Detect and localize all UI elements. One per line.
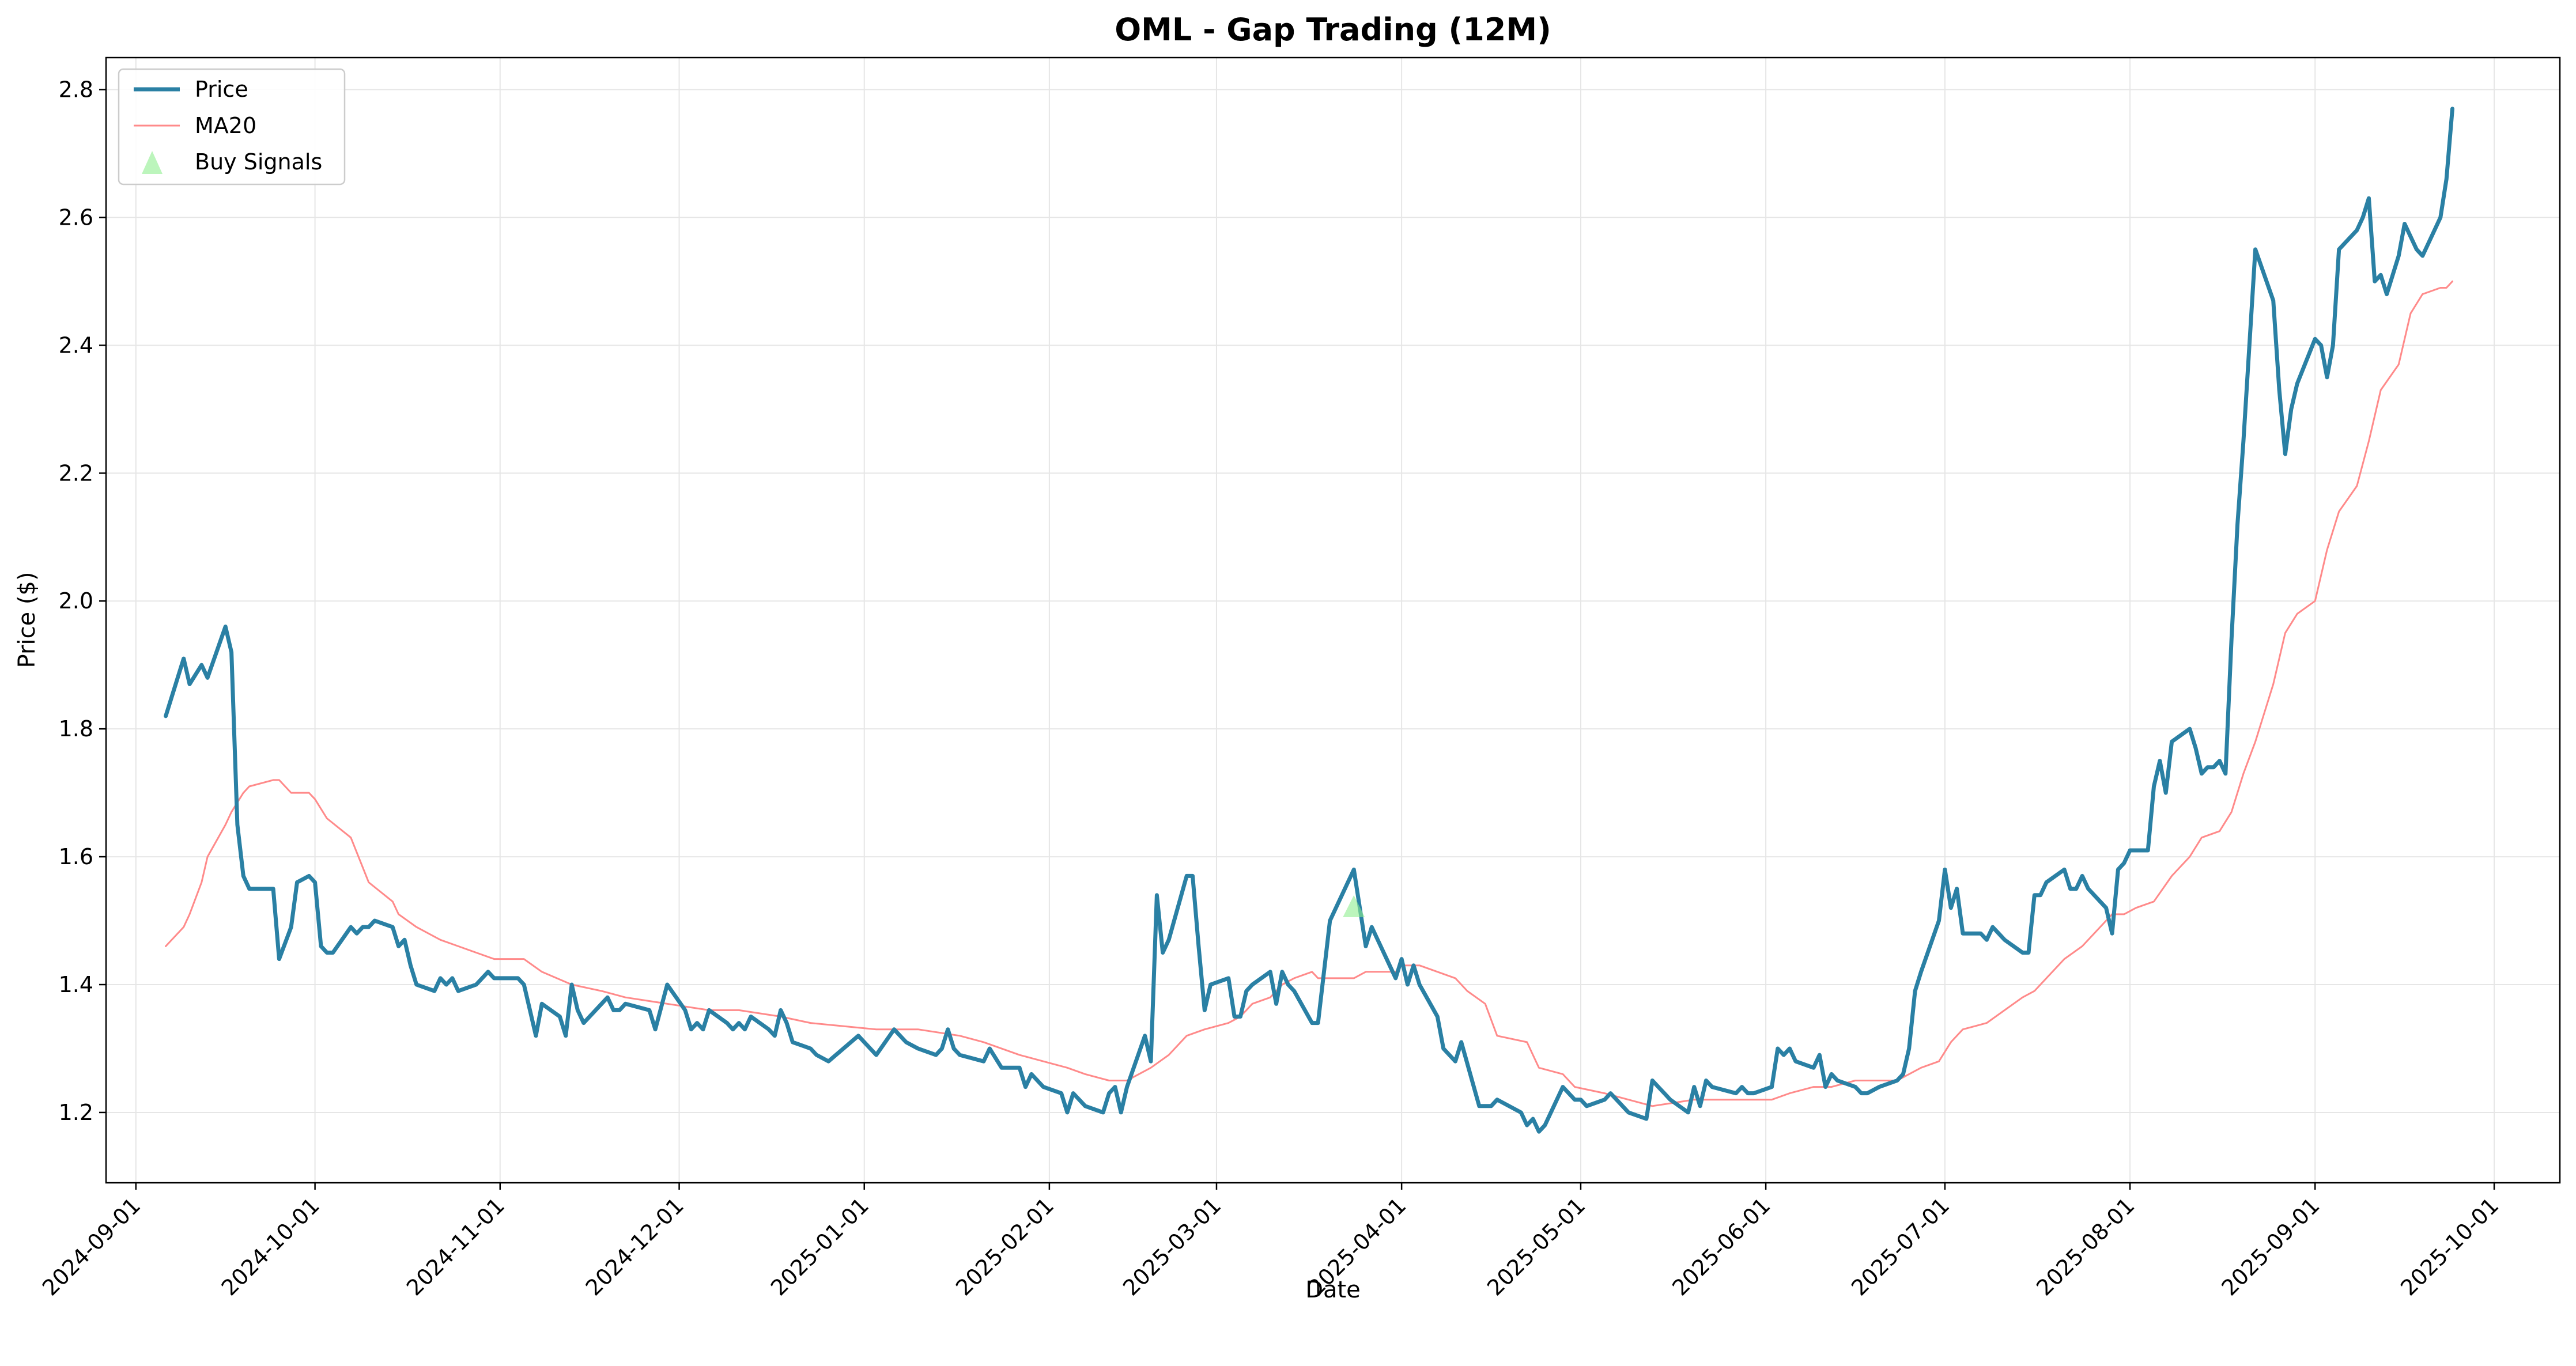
buy-signal-marker — [1343, 895, 1365, 917]
legend-label-buy-signals: Buy Signals — [195, 149, 322, 175]
y-tick-label: 2.0 — [59, 588, 93, 614]
legend-box — [118, 68, 346, 186]
y-tick-label: 1.8 — [59, 716, 93, 741]
grid-lines — [106, 58, 2560, 1183]
legend-label-ma20: MA20 — [195, 113, 256, 138]
legend-label-price: Price — [195, 77, 248, 102]
legend: Price MA20 Buy Signals — [118, 68, 346, 186]
y-tick-label: 2.6 — [59, 205, 93, 230]
chart-title: OML - Gap Trading (12M) — [1115, 12, 1551, 48]
y-tick-label: 2.8 — [59, 77, 93, 102]
y-axis-title: Price ($) — [14, 572, 40, 668]
price-line — [164, 107, 2454, 1134]
y-tick-label: 2.2 — [59, 460, 93, 486]
plot-frame — [105, 56, 2561, 1184]
y-tick-label: 1.2 — [59, 1100, 93, 1125]
y-axis: 1.2 1.4 1.6 1.8 2.0 2.2 2.4 2.6 2.8 — [59, 77, 106, 1125]
y-tick-label: 1.6 — [59, 844, 93, 869]
legend-buy-swatch — [142, 151, 163, 174]
x-axis-title: Date — [1305, 1277, 1361, 1303]
series-layer — [164, 107, 2454, 1134]
y-tick-label: 1.4 — [59, 972, 93, 997]
y-tick-label: 2.4 — [59, 332, 93, 358]
